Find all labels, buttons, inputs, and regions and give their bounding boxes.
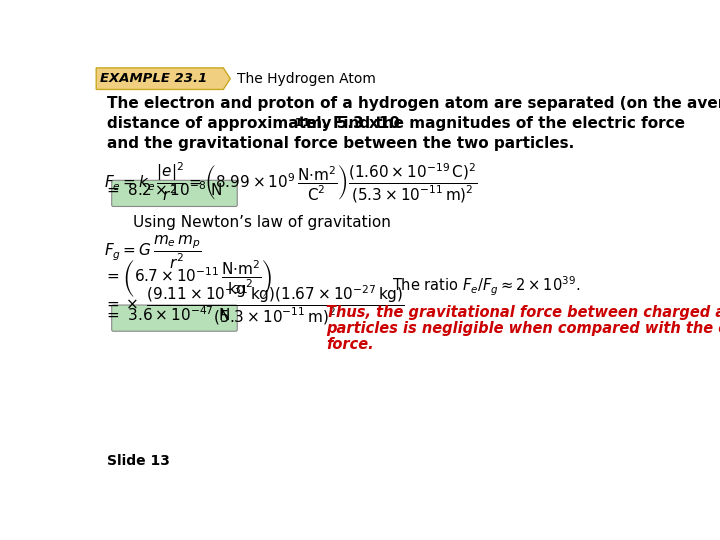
Polygon shape	[96, 68, 230, 90]
Text: $F_g = G\,\dfrac{m_e\,m_p}{r^2}$: $F_g = G\,\dfrac{m_e\,m_p}{r^2}$	[104, 234, 202, 272]
FancyBboxPatch shape	[112, 305, 238, 331]
Text: force.: force.	[326, 338, 374, 353]
Text: The ratio $F_e/F_g \approx 2 \times 10^{39}.$: The ratio $F_e/F_g \approx 2 \times 10^{…	[392, 274, 580, 298]
Text: particles is negligible when compared with the electric: particles is negligible when compared wi…	[326, 321, 720, 336]
Text: Thus, the gravitational force between charged atomic: Thus, the gravitational force between ch…	[326, 305, 720, 320]
FancyBboxPatch shape	[112, 180, 238, 206]
Text: The electron and proton of a hydrogen atom are separated (on the average) by a: The electron and proton of a hydrogen at…	[107, 96, 720, 111]
Text: Slide 13: Slide 13	[107, 454, 170, 468]
Text: $F_e = k_e\,\dfrac{|e|^2}{r^2} = \left(8.99 \times 10^9\,\dfrac{\mathrm{N{\cdot}: $F_e = k_e\,\dfrac{|e|^2}{r^2} = \left(8…	[104, 161, 477, 205]
Text: $= \ 3.6 \times 10^{-47}\ \mathrm{N}$: $= \ 3.6 \times 10^{-47}\ \mathrm{N}$	[104, 305, 230, 324]
Text: EXAMPLE 23.1: EXAMPLE 23.1	[100, 72, 207, 85]
Text: -11: -11	[291, 118, 311, 128]
Text: m. Find the magnitudes of the electric force: m. Find the magnitudes of the electric f…	[301, 116, 685, 131]
Text: $= \ 8.2 \times 10^{-8}\ \mathrm{N}$: $= \ 8.2 \times 10^{-8}\ \mathrm{N}$	[104, 180, 222, 199]
Text: The Hydrogen Atom: The Hydrogen Atom	[238, 72, 376, 86]
Text: $= \times\ \dfrac{(9.11 \times 10^{-31}\,\mathrm{kg})(1.67 \times 10^{-27}\,\mat: $= \times\ \dfrac{(9.11 \times 10^{-31}\…	[104, 284, 405, 327]
Text: and the gravitational force between the two particles.: and the gravitational force between the …	[107, 136, 575, 151]
Text: Using Newton’s law of gravitation: Using Newton’s law of gravitation	[132, 215, 390, 230]
Text: distance of approximately 5.3 x10: distance of approximately 5.3 x10	[107, 116, 400, 131]
Text: $= \left(6.7 \times 10^{-11}\,\dfrac{\mathrm{N{\cdot}m^2}}{\mathrm{kg^2}}\right): $= \left(6.7 \times 10^{-11}\,\dfrac{\ma…	[104, 259, 272, 300]
